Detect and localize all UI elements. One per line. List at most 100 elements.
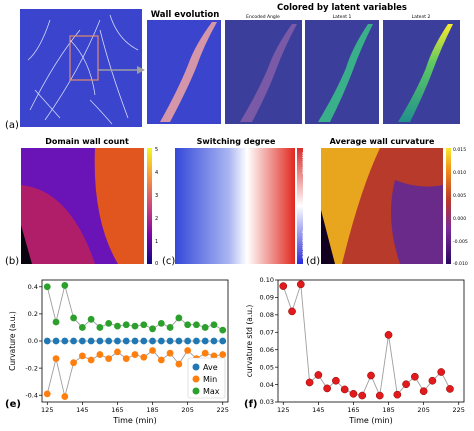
data-point <box>96 337 104 345</box>
overview-domain-walls <box>27 14 139 125</box>
data-point <box>122 321 130 329</box>
latent2-title: Latent 2 <box>412 14 431 20</box>
data-point <box>140 353 148 361</box>
data-point <box>61 393 69 400</box>
x-tick-label: 225 <box>453 406 465 414</box>
data-point <box>166 337 174 345</box>
data-point <box>70 359 77 367</box>
x-tick-label: 125 <box>41 406 53 414</box>
data-point <box>43 337 51 345</box>
data-point <box>193 337 200 345</box>
chart-f: 125 145 165 185 205 225 0.10 0.09 0.08 0.07 0.06 0.… <box>244 276 465 425</box>
y-tick-label: 0.4 <box>28 283 38 291</box>
wall-evolution-image <box>147 20 221 124</box>
x-tick-label: 225 <box>217 406 229 414</box>
data-point <box>61 337 69 345</box>
data-point <box>323 384 331 393</box>
x-tick-label: 125 <box>277 406 289 414</box>
data-point <box>175 337 183 345</box>
domain-wall-count-title: Domain wall count <box>45 137 129 146</box>
data-point <box>314 371 323 379</box>
data-point <box>175 360 183 368</box>
data-point <box>375 391 384 400</box>
data-point <box>184 337 192 345</box>
y-tick-label: -0.2 <box>25 364 38 372</box>
colorbar-b-tick: 2 <box>155 216 158 222</box>
data-point <box>358 391 367 400</box>
curvature-yellow-region <box>321 148 380 264</box>
legend-label: Min <box>203 375 217 384</box>
data-point <box>157 356 165 364</box>
y-tick-label: 0.04 <box>260 381 274 389</box>
colorbar-c-switched: switched <box>300 152 306 174</box>
data-point <box>122 355 130 363</box>
y-tick-label: 0.08 <box>260 311 274 319</box>
zoom-box <box>69 35 99 81</box>
data-point <box>43 390 51 398</box>
data-point <box>52 318 60 326</box>
legend-label: Max <box>203 387 220 396</box>
data-point <box>419 387 428 396</box>
data-point <box>105 337 113 345</box>
wall-evolution-title: Wall evolution <box>151 10 220 20</box>
data-point <box>384 331 393 339</box>
colorbar-c <box>297 148 303 264</box>
data-point <box>96 351 104 358</box>
data-point <box>296 280 305 289</box>
x-axis-label: Time (min) <box>112 416 156 425</box>
data-point <box>131 337 139 345</box>
data-point <box>219 351 227 358</box>
data-point <box>140 337 148 345</box>
data-point <box>105 355 113 363</box>
curvature-dark-region <box>321 210 335 264</box>
data-point <box>279 282 288 290</box>
data-point <box>114 337 121 345</box>
panel-letter: (e) <box>5 399 21 410</box>
data-point <box>157 319 165 327</box>
panel-letter-b: (b) <box>5 256 19 267</box>
data-point <box>157 337 165 345</box>
y-tick-label: 0.10 <box>260 276 274 284</box>
x-tick-label: 165 <box>111 406 123 414</box>
data-point <box>52 355 60 363</box>
x-tick-label: 165 <box>347 406 359 414</box>
data-point <box>411 372 419 381</box>
data-point <box>428 376 437 385</box>
latent2-track <box>398 24 453 122</box>
colorbar-b-tick: 4 <box>155 170 158 176</box>
y-tick-label: 0.03 <box>260 398 274 406</box>
x-tick-label: 205 <box>417 406 429 414</box>
colorbar-d-tick: -0.010 <box>453 261 468 267</box>
data-point <box>61 282 69 289</box>
chart-e: 125 145 165 185 205 225 0.4 0.2 0.0 -0.2 -0.4 Time … <box>5 279 229 425</box>
switching-degree-title: Switching degree <box>197 137 276 146</box>
colorbar-d-tick: 0.010 <box>453 170 466 176</box>
data-point <box>96 324 104 331</box>
data-point <box>149 325 156 333</box>
x-tick-label: 205 <box>181 406 193 414</box>
domain-wall-count-orange <box>94 148 144 264</box>
data-point <box>140 321 148 329</box>
data-point <box>201 324 209 331</box>
data-point <box>201 349 209 357</box>
data-point <box>184 347 192 354</box>
panel-letter-a: (a) <box>5 120 19 131</box>
y-tick-label: 0.09 <box>260 294 274 302</box>
legend-marker <box>192 363 200 371</box>
panel-letter: (f) <box>244 399 258 410</box>
data-point <box>201 337 209 345</box>
x-tick-label: 185 <box>146 406 158 414</box>
data-point <box>210 337 218 345</box>
domain-wall-count-dark <box>21 225 32 264</box>
data-point <box>219 326 227 334</box>
data-point <box>149 337 156 345</box>
data-point <box>219 337 227 345</box>
data-point <box>332 376 340 385</box>
switching-degree-map <box>175 148 295 264</box>
latent1-title: Latent 1 <box>333 14 352 20</box>
data-point <box>367 371 375 380</box>
data-point <box>122 337 130 345</box>
x-tick-label: 145 <box>312 406 324 414</box>
colorbar-d-tick: 0.015 <box>453 147 466 153</box>
